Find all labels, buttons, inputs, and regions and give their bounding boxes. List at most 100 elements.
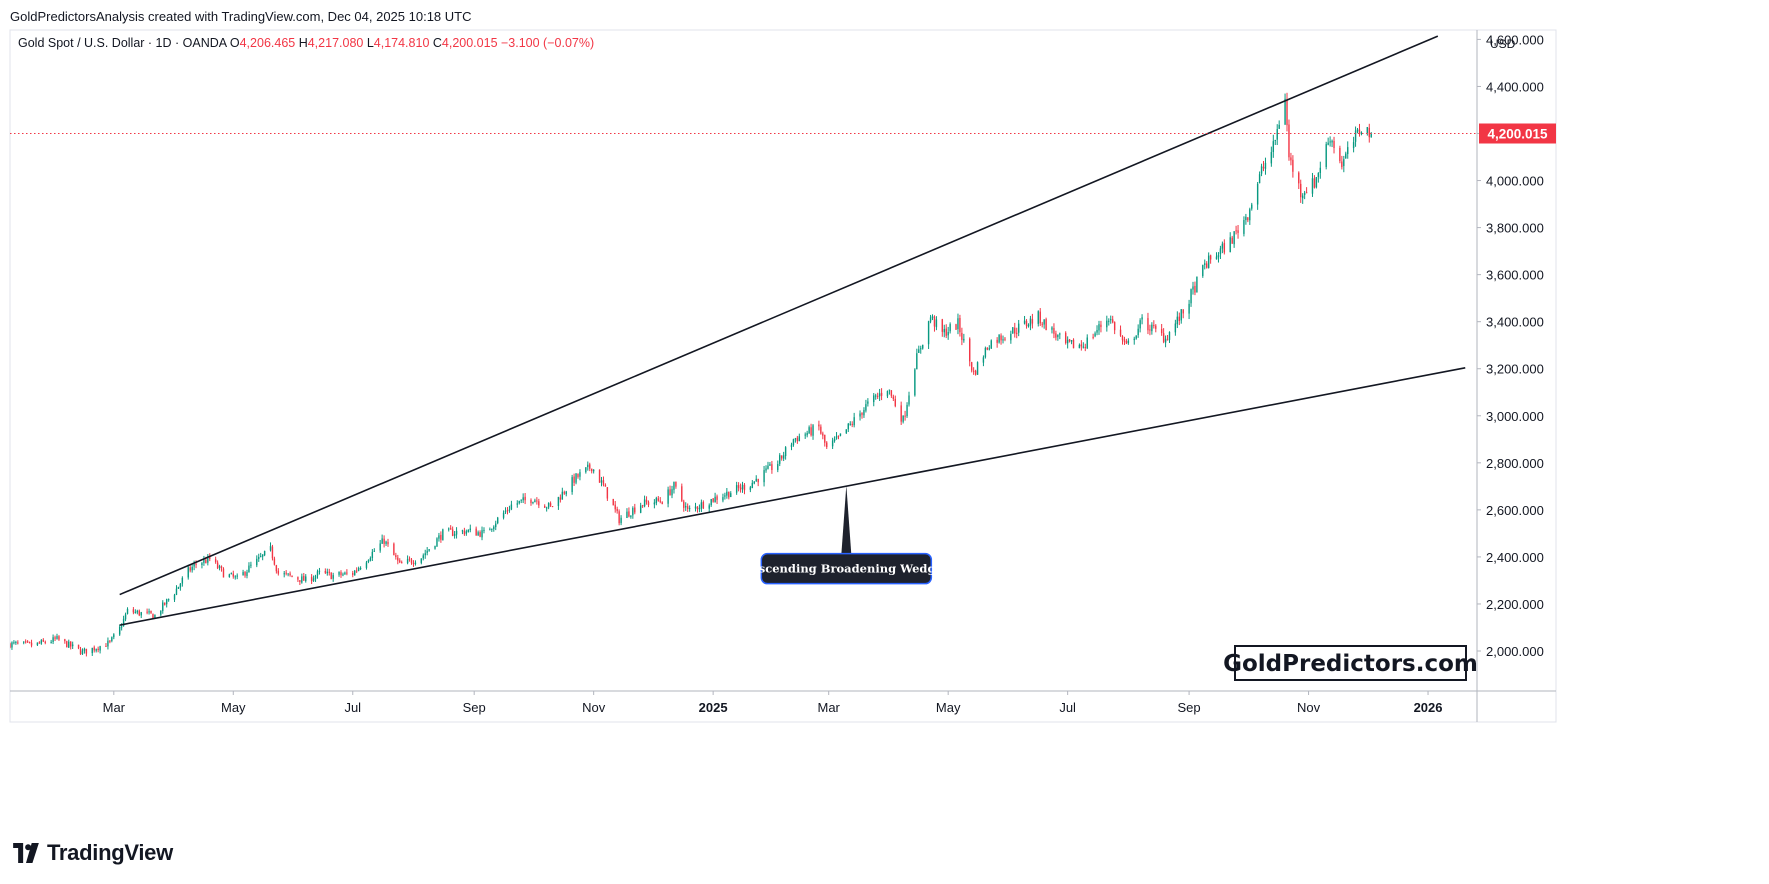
candle-body — [1108, 320, 1110, 322]
candle-body — [1012, 327, 1014, 334]
candle-body — [643, 499, 646, 507]
candle-body — [1147, 318, 1149, 331]
candle-body — [244, 571, 246, 576]
candle-body — [565, 491, 567, 495]
candle — [1096, 325, 1098, 336]
candle — [1333, 136, 1335, 154]
candle-body — [502, 512, 505, 518]
candle — [228, 573, 231, 578]
candle — [1286, 92, 1288, 132]
candle-body — [630, 515, 632, 517]
candle — [1139, 318, 1141, 333]
candle-body — [1025, 320, 1028, 326]
candle — [314, 574, 317, 582]
candle-body — [916, 353, 918, 370]
candle — [173, 593, 176, 603]
candle — [138, 609, 140, 617]
candle — [589, 462, 591, 472]
candle-body — [99, 646, 101, 651]
candle-body — [1094, 333, 1096, 337]
candle-body — [340, 572, 342, 576]
candle-body — [1286, 99, 1288, 126]
symbol-legend-part: −3.100 (−0.07%) — [501, 36, 594, 50]
candle-body — [749, 487, 752, 490]
symbol-legend-part: O — [230, 36, 240, 50]
candle — [1084, 343, 1086, 352]
candle-body — [1276, 129, 1278, 140]
candle-body — [645, 500, 648, 503]
candle-body — [1331, 140, 1333, 143]
candle-body — [120, 626, 123, 628]
y-tick-label: 3,400.000 — [1486, 315, 1544, 330]
candle — [1276, 124, 1278, 145]
candle — [878, 388, 881, 401]
candle-body — [534, 500, 536, 503]
candle — [598, 469, 601, 483]
candle — [502, 510, 505, 520]
candle — [698, 504, 701, 513]
candle — [714, 492, 716, 503]
x-tick-label: Mar — [818, 700, 841, 715]
candle-body — [228, 574, 231, 577]
candle — [694, 502, 697, 512]
candle — [620, 515, 622, 526]
candle — [1113, 321, 1116, 335]
candle-body — [902, 416, 904, 422]
candle — [1305, 187, 1308, 194]
candle — [242, 569, 244, 576]
candle-body — [277, 570, 280, 574]
candle-body — [1014, 327, 1016, 334]
candle — [420, 558, 423, 565]
candle-body — [1057, 334, 1059, 338]
candle — [683, 499, 685, 512]
candle-body — [489, 529, 491, 531]
y-tick-label: 2,200.000 — [1486, 597, 1544, 612]
candle — [922, 344, 924, 350]
candle — [812, 424, 814, 440]
candle — [214, 556, 217, 564]
candle-body — [986, 347, 989, 350]
candle — [24, 639, 27, 644]
annotation-box — [760, 552, 933, 585]
candle — [639, 502, 642, 514]
candle-body — [845, 429, 848, 434]
candle — [424, 549, 426, 559]
candle-body — [667, 489, 669, 504]
candle-body — [1360, 132, 1363, 135]
candle-body — [1260, 166, 1263, 174]
candle — [972, 367, 975, 375]
candle-body — [181, 577, 184, 584]
tradingview-footer[interactable]: TradingView — [12, 838, 173, 868]
candle-body — [442, 529, 444, 541]
candle-body — [945, 328, 947, 336]
candle — [820, 424, 822, 435]
candle-body — [784, 447, 787, 457]
candle-body — [216, 562, 219, 569]
candle-body — [1127, 340, 1130, 344]
candle-body — [1106, 320, 1108, 328]
candle-body — [422, 555, 424, 559]
candle — [757, 478, 759, 487]
candle-body — [193, 563, 195, 567]
chart-frame — [9, 29, 1557, 723]
candle — [688, 505, 691, 512]
candle-body — [97, 648, 99, 650]
candle-body — [543, 505, 546, 508]
candle — [536, 497, 538, 505]
candle — [479, 530, 481, 538]
candle — [949, 322, 951, 334]
candle — [40, 639, 43, 645]
candle — [179, 582, 182, 591]
candle-body — [990, 340, 992, 349]
candle — [316, 569, 319, 579]
candle-body — [616, 508, 618, 512]
candle-body — [929, 317, 932, 322]
candle — [379, 540, 381, 553]
candle-body — [261, 554, 264, 557]
candle-body — [1301, 195, 1304, 199]
candle-body — [1274, 139, 1276, 141]
candle — [941, 318, 944, 337]
candle — [373, 548, 376, 552]
candle-body — [1288, 124, 1290, 158]
